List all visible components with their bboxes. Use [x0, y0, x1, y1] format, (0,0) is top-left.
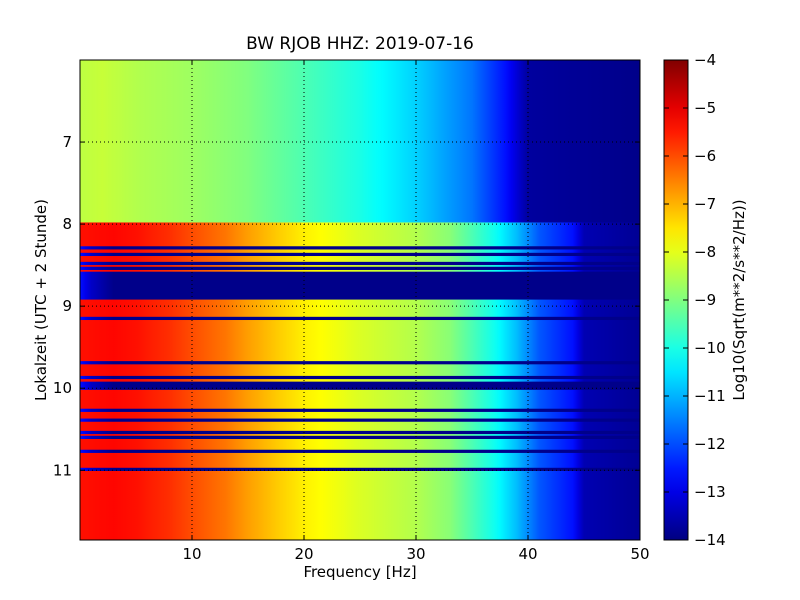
colorbar-tick-label: −13 [694, 483, 726, 501]
colorbar-tick-label: −4 [694, 51, 716, 69]
heatmap-gap-line [80, 361, 640, 365]
colorbar-tick-label: −11 [694, 387, 726, 405]
y-axis-label: Lokalzeit (UTC + 2 Stunde) [32, 199, 50, 401]
heatmap-gap-line [80, 266, 640, 270]
heatmap-segment-gap [80, 271, 640, 301]
y-tick-label: 7 [62, 133, 72, 151]
colorbar-tick-label: −14 [694, 531, 726, 549]
heatmap-gap-line [80, 408, 640, 412]
heatmap-gap-line [80, 418, 640, 422]
heatmap-gap-line [80, 375, 640, 380]
heatmap-gap-line [80, 252, 640, 257]
heatmap-gap-line [80, 467, 640, 471]
colorbar-tick-label: −12 [694, 435, 726, 453]
heatmap-segment-quiet [80, 60, 640, 223]
x-tick-label: 20 [294, 545, 313, 563]
x-axis: 10 20 30 40 50 [182, 60, 650, 563]
colorbar-tick-label: −9 [694, 291, 716, 309]
x-tick-label: 30 [406, 545, 425, 563]
heatmap-gap-line [80, 430, 640, 435]
x-axis-label: Frequency [Hz] [303, 563, 416, 581]
heatmap-segment-loud [80, 389, 640, 540]
x-tick-label: 10 [182, 545, 201, 563]
heatmap-gap-line [80, 246, 640, 250]
heatmap-segment-gap [80, 381, 640, 391]
heatmap-gap-line [80, 316, 640, 321]
y-axis: 7 8 9 10 11 [53, 133, 640, 479]
x-tick-label: 40 [518, 545, 537, 563]
heatmap-gap-line [80, 261, 640, 266]
heatmap-segment-loud [80, 299, 640, 383]
y-tick-label: 11 [53, 461, 72, 479]
heatmap-gap-line [80, 449, 640, 453]
y-tick-label: 8 [62, 215, 72, 233]
colorbar-label: Log10(Sqrt(m**2/s**2/Hz)) [730, 199, 748, 400]
y-tick-label: 9 [62, 297, 72, 315]
spectrogram-heatmap [80, 60, 640, 540]
x-tick-label: 50 [630, 545, 649, 563]
colorbar-tick-label: −8 [694, 243, 716, 261]
chart-title: BW RJOB HHZ: 2019-07-16 [246, 34, 474, 54]
y-tick-label: 10 [53, 379, 72, 397]
colorbar-tick-label: −5 [694, 99, 716, 117]
heatmap-gap-line [80, 435, 640, 439]
colorbar-tick-label: −10 [694, 339, 726, 357]
colorbar-tick-label: −6 [694, 147, 716, 165]
grid-lines [80, 60, 640, 540]
plot-frame [79, 59, 641, 541]
colorbar-ticks: −4 −5 −6 −7 −8 −9 −10 −11 −12 −13 −14 [664, 51, 726, 549]
colorbar-tick-label: −7 [694, 195, 716, 213]
